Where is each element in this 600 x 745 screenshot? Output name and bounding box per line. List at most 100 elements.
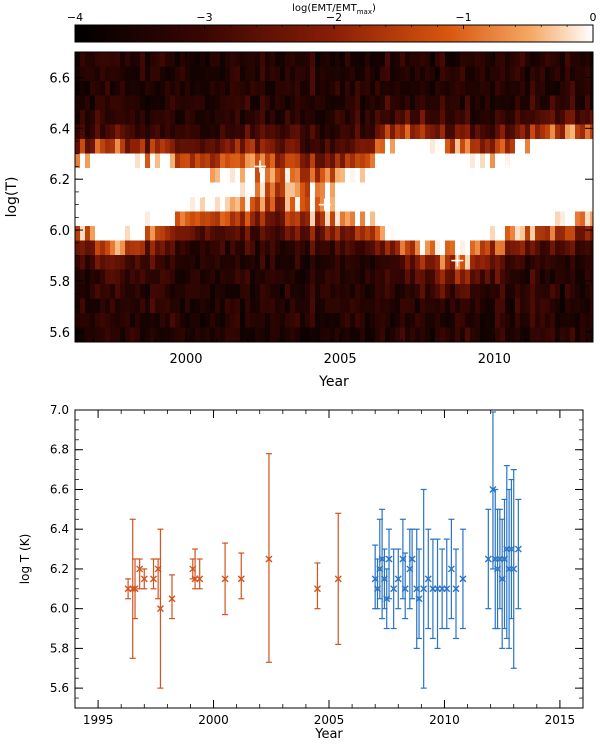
heatmap-cell bbox=[240, 110, 246, 125]
heatmap-cell bbox=[295, 110, 301, 125]
heatmap-cell bbox=[345, 240, 351, 256]
heatmap-cell bbox=[85, 269, 91, 285]
scatter-point bbox=[385, 528, 393, 600]
heatmap-cell bbox=[275, 284, 281, 299]
heatmap-cell bbox=[85, 327, 91, 342]
heatmap-cell bbox=[415, 95, 421, 111]
scatter-point bbox=[156, 528, 164, 689]
heatmap-cell bbox=[185, 298, 191, 314]
heatmap-cell bbox=[445, 284, 451, 299]
heatmap-cell bbox=[345, 211, 351, 227]
heatmap-cell bbox=[585, 211, 591, 227]
heatmap-cell bbox=[145, 81, 151, 96]
heatmap-cell bbox=[95, 255, 101, 270]
heatmap-cell bbox=[410, 110, 416, 125]
heatmap-cell bbox=[310, 139, 316, 154]
colorbar-tick-label: −4 bbox=[67, 11, 83, 24]
heatmap-cell bbox=[250, 182, 256, 198]
heatmap-cell bbox=[505, 110, 511, 125]
heatmap-cell bbox=[165, 211, 171, 227]
heatmap-cell bbox=[205, 284, 211, 299]
heatmap-cell bbox=[505, 95, 511, 111]
heatmap-cell bbox=[270, 139, 276, 154]
heatmap-cell bbox=[120, 52, 126, 67]
heatmap-cell bbox=[375, 139, 381, 154]
heatmap-cell bbox=[560, 255, 566, 270]
heatmap-cell bbox=[80, 298, 86, 314]
heatmap-cell bbox=[485, 182, 491, 198]
heatmap-cell bbox=[295, 52, 301, 67]
heatmap-cell bbox=[325, 139, 331, 154]
heatmap-cell bbox=[560, 66, 566, 82]
heatmap-cell bbox=[395, 110, 401, 125]
heatmap-cell bbox=[470, 284, 476, 299]
heatmap-cell bbox=[95, 168, 101, 183]
heatmap-cell bbox=[455, 313, 461, 328]
heatmap-cell bbox=[160, 269, 166, 285]
scatter-point bbox=[424, 528, 432, 630]
heatmap-cell bbox=[470, 81, 476, 96]
heatmap-cell bbox=[230, 52, 236, 67]
heatmap-cell bbox=[360, 327, 366, 342]
scatter-ytick-label: 5.6 bbox=[50, 681, 69, 695]
heatmap-cell bbox=[185, 255, 191, 270]
heatmap-cell bbox=[140, 240, 146, 256]
heatmap-cell bbox=[290, 327, 296, 342]
heatmap-cell bbox=[480, 313, 486, 328]
heatmap-cell bbox=[255, 226, 261, 241]
heatmap-cell bbox=[195, 95, 201, 111]
heatmap-cell bbox=[560, 226, 566, 241]
heatmap-cell bbox=[145, 269, 151, 285]
heatmap-cell bbox=[310, 182, 316, 198]
heatmap-cell bbox=[150, 298, 156, 314]
heatmap-cell bbox=[465, 284, 471, 299]
heatmap-cell bbox=[280, 255, 286, 270]
heatmap-cell bbox=[340, 81, 346, 96]
heatmap-cell bbox=[375, 153, 381, 169]
heatmap-cell bbox=[570, 269, 576, 285]
heatmap-cell bbox=[555, 124, 561, 140]
heatmap-cell bbox=[400, 124, 406, 140]
heatmap-cell bbox=[230, 168, 236, 183]
heatmap-cell bbox=[325, 226, 331, 241]
heatmap-cell bbox=[380, 284, 386, 299]
heatmap-cell bbox=[550, 168, 556, 183]
heatmap-cell bbox=[590, 168, 593, 183]
heatmap-cell bbox=[120, 182, 126, 198]
heatmap-cell bbox=[240, 139, 246, 154]
heatmap-cell bbox=[455, 95, 461, 111]
heatmap-peak-marker bbox=[568, 185, 581, 198]
heatmap-cell bbox=[150, 52, 156, 67]
heatmap-cell bbox=[115, 284, 121, 299]
heatmap-cell bbox=[500, 124, 506, 140]
heatmap-peak-markers bbox=[75, 147, 593, 267]
heatmap-cell bbox=[370, 240, 376, 256]
heatmap-cell bbox=[175, 313, 181, 328]
heatmap-cell bbox=[485, 313, 491, 328]
heatmap-cell bbox=[75, 211, 81, 227]
heatmap-cell bbox=[255, 153, 261, 169]
heatmap-cell bbox=[475, 81, 481, 96]
heatmap-cell bbox=[435, 95, 441, 111]
heatmap-cell bbox=[300, 81, 306, 96]
heatmap-cell bbox=[185, 313, 191, 328]
heatmap-cell bbox=[345, 110, 351, 125]
heatmap-cell bbox=[140, 313, 146, 328]
heatmap-cell bbox=[385, 313, 391, 328]
heatmap-cell bbox=[370, 110, 376, 125]
heatmap-cell bbox=[470, 153, 476, 169]
heatmap-cell bbox=[380, 255, 386, 270]
heatmap-cell bbox=[185, 95, 191, 111]
heatmap-cell bbox=[190, 197, 196, 212]
heatmap-cell bbox=[290, 110, 296, 125]
heatmap-cell bbox=[205, 313, 211, 328]
heatmap-cell bbox=[525, 298, 531, 314]
heatmap-cell bbox=[545, 81, 551, 96]
heatmap-cell bbox=[465, 240, 471, 256]
heatmap-cell bbox=[340, 182, 346, 198]
heatmap-cell bbox=[440, 255, 446, 270]
heatmap-cell bbox=[95, 298, 101, 314]
heatmap-cell bbox=[500, 182, 506, 198]
heatmap-cell bbox=[120, 110, 126, 125]
heatmap-cell bbox=[275, 139, 281, 154]
